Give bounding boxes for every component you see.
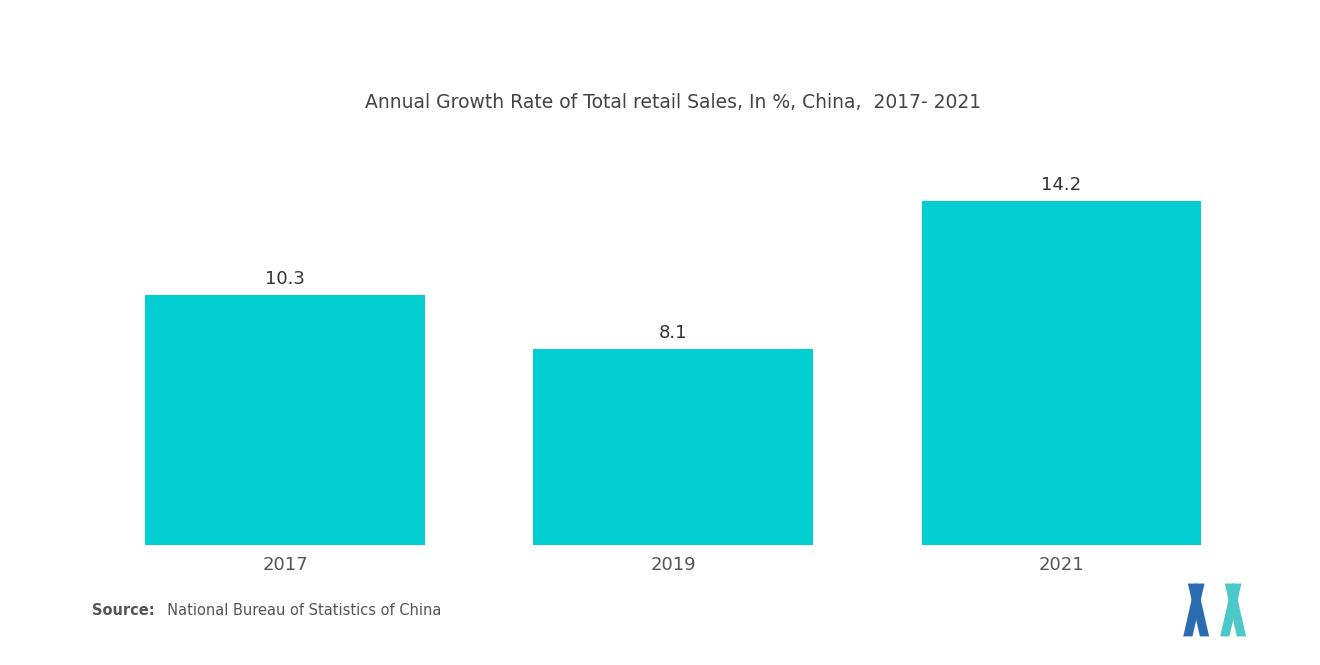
- Text: National Bureau of Statistics of China: National Bureau of Statistics of China: [158, 603, 442, 618]
- Polygon shape: [1220, 584, 1241, 636]
- Text: 8.1: 8.1: [659, 324, 688, 342]
- Polygon shape: [1183, 584, 1204, 636]
- Title: Annual Growth Rate of Total retail Sales, In %, China,  2017- 2021: Annual Growth Rate of Total retail Sales…: [366, 93, 981, 112]
- Text: 14.2: 14.2: [1041, 176, 1081, 194]
- Bar: [921, 201, 1201, 545]
- Bar: [145, 295, 425, 545]
- Polygon shape: [1188, 584, 1209, 636]
- Text: 10.3: 10.3: [265, 270, 305, 288]
- Polygon shape: [1225, 584, 1246, 636]
- Text: Source:: Source:: [92, 603, 154, 618]
- Bar: [533, 349, 813, 545]
